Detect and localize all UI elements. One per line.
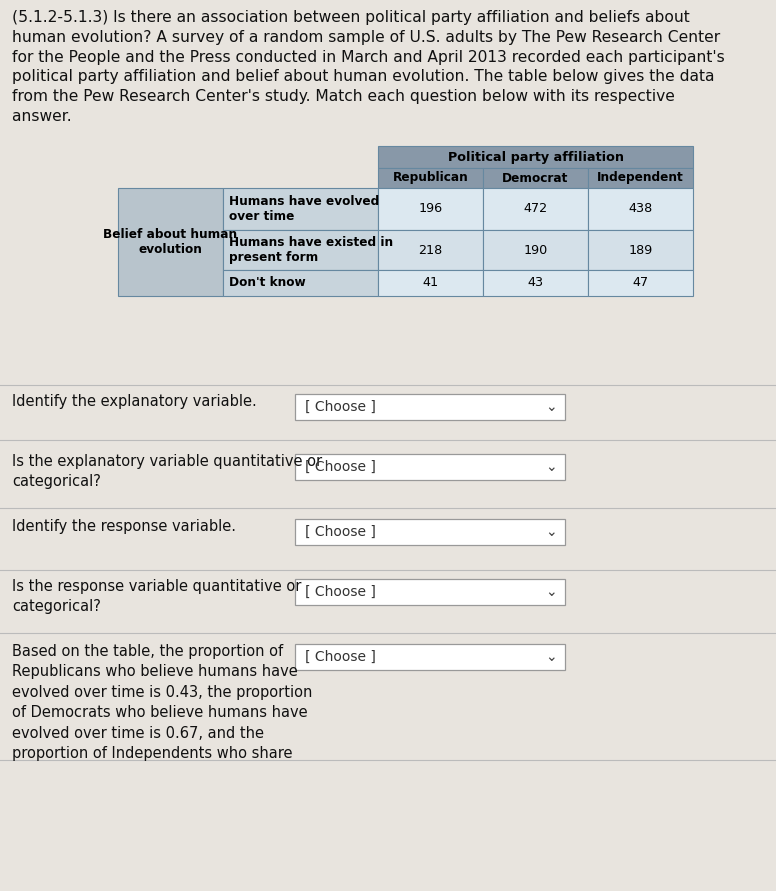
Text: ⌄: ⌄ xyxy=(546,460,557,474)
Bar xyxy=(295,644,565,670)
Text: 438: 438 xyxy=(629,202,653,216)
Text: Is the explanatory variable quantitative or
categorical?: Is the explanatory variable quantitative… xyxy=(12,454,322,489)
Text: Belief about human
evolution: Belief about human evolution xyxy=(103,228,237,256)
Text: [ Choose ]: [ Choose ] xyxy=(305,585,376,599)
Bar xyxy=(378,168,483,188)
Text: Is the response variable quantitative or
categorical?: Is the response variable quantitative or… xyxy=(12,579,301,615)
Bar xyxy=(378,188,483,230)
Text: Political party affiliation: Political party affiliation xyxy=(448,151,623,164)
Text: Independent: Independent xyxy=(597,171,684,184)
Bar xyxy=(378,146,693,168)
Bar xyxy=(295,519,565,545)
Bar xyxy=(483,168,588,188)
Text: ⌄: ⌄ xyxy=(546,400,557,414)
Text: 189: 189 xyxy=(629,243,653,257)
Text: Humans have evolved
over time: Humans have evolved over time xyxy=(229,195,379,223)
Text: 41: 41 xyxy=(422,276,438,290)
Text: Don't know: Don't know xyxy=(229,276,306,290)
Bar xyxy=(378,270,483,296)
Bar xyxy=(223,188,378,230)
Text: ⌄: ⌄ xyxy=(546,525,557,539)
Bar xyxy=(118,188,223,296)
Text: Democrat: Democrat xyxy=(502,171,569,184)
Bar xyxy=(483,270,588,296)
Text: (5.1.2-5.1.3) Is there an association between political party affiliation and be: (5.1.2-5.1.3) Is there an association be… xyxy=(12,10,725,124)
Text: [ Choose ]: [ Choose ] xyxy=(305,525,376,539)
Text: ⌄: ⌄ xyxy=(546,585,557,599)
Bar xyxy=(588,230,693,270)
Text: 47: 47 xyxy=(632,276,649,290)
Text: Identify the response variable.: Identify the response variable. xyxy=(12,519,236,534)
Bar xyxy=(295,454,565,480)
Text: 218: 218 xyxy=(418,243,442,257)
Text: [ Choose ]: [ Choose ] xyxy=(305,460,376,474)
Bar xyxy=(295,394,565,420)
Text: Identify the explanatory variable.: Identify the explanatory variable. xyxy=(12,394,257,409)
Text: 43: 43 xyxy=(528,276,543,290)
Bar xyxy=(588,168,693,188)
Text: 472: 472 xyxy=(524,202,548,216)
Bar xyxy=(588,270,693,296)
Text: Republican: Republican xyxy=(393,171,469,184)
Text: [ Choose ]: [ Choose ] xyxy=(305,650,376,664)
Text: ⌄: ⌄ xyxy=(546,650,557,664)
Bar xyxy=(588,188,693,230)
Text: 190: 190 xyxy=(523,243,548,257)
Bar xyxy=(483,188,588,230)
Text: [ Choose ]: [ Choose ] xyxy=(305,400,376,414)
Bar xyxy=(378,230,483,270)
Bar xyxy=(483,230,588,270)
Text: Based on the table, the proportion of
Republicans who believe humans have
evolve: Based on the table, the proportion of Re… xyxy=(12,644,313,761)
Bar xyxy=(223,230,378,270)
Text: Humans have existed in
present form: Humans have existed in present form xyxy=(229,236,393,264)
Bar xyxy=(295,579,565,605)
Text: 196: 196 xyxy=(418,202,442,216)
Bar xyxy=(223,270,378,296)
